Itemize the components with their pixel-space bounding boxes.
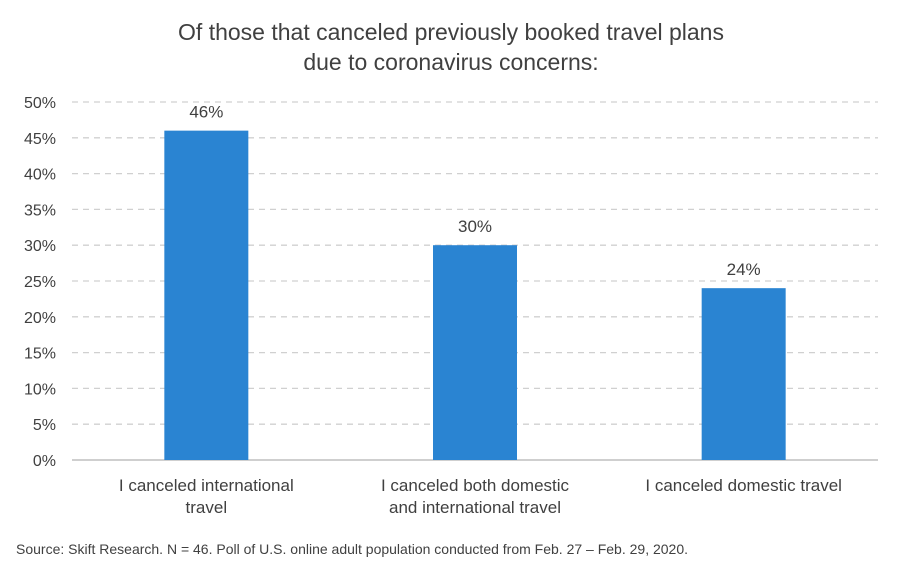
y-tick-label: 35% (24, 202, 56, 219)
bar-2 (701, 288, 786, 460)
category-label-1: and international travel (389, 498, 561, 517)
y-tick-label: 5% (33, 417, 56, 434)
data-label-1: 30% (458, 217, 492, 236)
y-tick-label: 15% (24, 346, 56, 363)
chart-title-line-1: due to coronavirus concerns: (303, 49, 598, 75)
y-tick-label: 25% (24, 274, 56, 291)
chart-title: Of those that canceled previously booked… (178, 19, 724, 75)
bar-0 (164, 130, 249, 460)
category-label-2: I canceled domestic travel (645, 476, 842, 495)
category-label-1: I canceled both domestic (381, 476, 570, 495)
bar-1 (433, 245, 517, 460)
y-axis-ticks: 0% 5% 10% 15% 20% 25% 30% 35% 40% 45% 50% (24, 95, 56, 470)
source-note: Source: Skift Research. N = 46. Poll of … (16, 541, 689, 557)
y-tick-label: 10% (24, 381, 56, 398)
x-axis-categories: I canceled international travel I canceled… (119, 476, 842, 517)
data-labels: 46% 30% 24% (189, 103, 760, 280)
data-label-2: 24% (727, 260, 761, 279)
bars (164, 130, 786, 460)
chart-title-line-0: Of those that canceled previously booked… (178, 19, 724, 45)
bar-chart: Of those that canceled previously booked… (24, 19, 878, 517)
y-tick-label: 20% (24, 310, 56, 327)
y-tick-label: 30% (24, 238, 56, 255)
y-tick-label: 45% (24, 131, 56, 148)
data-label-0: 46% (189, 103, 223, 122)
category-label-0: travel (186, 498, 228, 517)
y-tick-label: 0% (33, 453, 56, 470)
y-tick-label: 40% (24, 167, 56, 184)
y-tick-label: 50% (24, 95, 56, 112)
category-label-0: I canceled international (119, 476, 294, 495)
